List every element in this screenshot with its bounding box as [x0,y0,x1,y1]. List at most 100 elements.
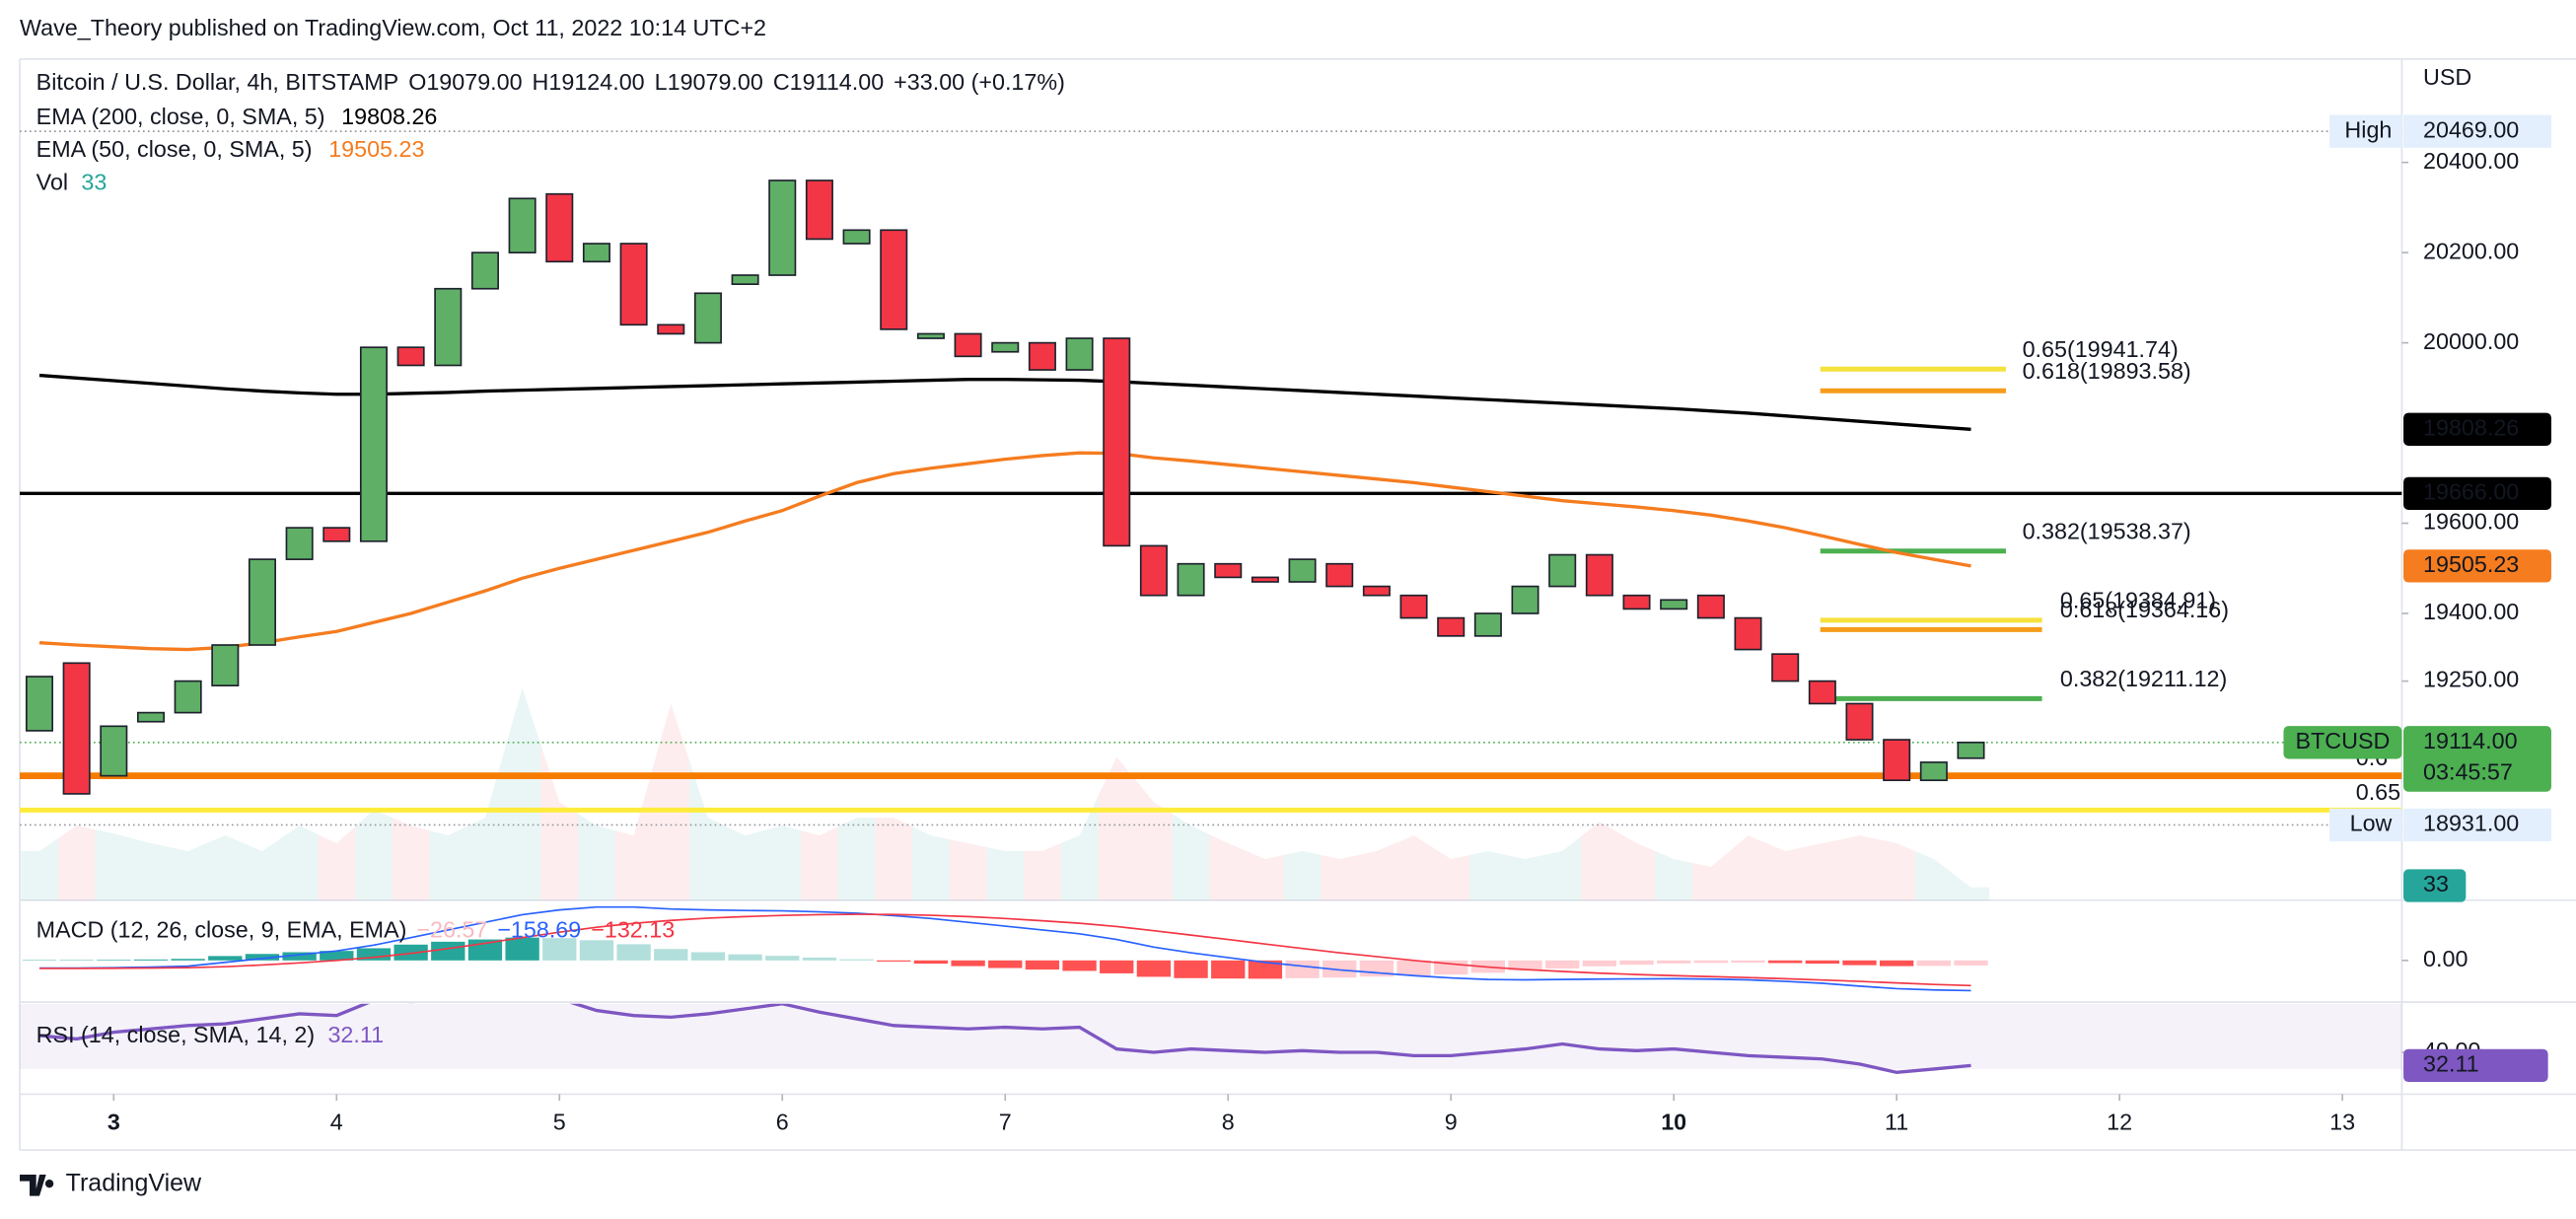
ema-value: 19505.23 [328,136,424,162]
x-tick-label: 6 [776,1110,789,1135]
y-tick-label: 19250.00 [2423,667,2519,692]
macd-histogram-bar [1136,960,1172,977]
macd-histogram-bar [802,957,837,961]
level-badge [2403,476,2551,511]
ema-badge [2403,412,2551,446]
volume-area [466,753,504,900]
macd-value: −158.69 [497,917,581,943]
macd-histogram-bar [1508,960,1542,971]
macd-histogram-bar [579,940,614,961]
macd-histogram-bar [1396,960,1431,976]
macd-histogram-bar [1582,960,1617,967]
legend: Bitcoin / U.S. Dollar, 4h, BITSTAMP O1907… [36,69,1065,1047]
fib-label: 0.618(19364.16) [2060,597,2229,622]
macd-name: MACD (12, 26, close, 9, EMA, EMA) [36,917,407,943]
ema-badge-label: 19505.23 [2423,551,2519,577]
rsi-band [20,1003,2402,1069]
fib-label: 0.382(19538.37) [2023,519,2191,544]
macd-histogram-bar [1323,960,1357,978]
ohlc-value: 19079.00 [426,69,522,95]
volume-area [1840,835,1879,900]
fib-label: 0.65(19941.74) [2023,336,2179,362]
candle-body [62,662,91,795]
candle-body [1622,594,1651,610]
rsi-badge [2403,1048,2548,1083]
ema-badge [2403,549,2551,583]
candle-body [136,711,165,723]
x-tick-label: 12 [2107,1110,2132,1135]
symbol: Bitcoin / U.S. Dollar, 4h, BITSTAMP [36,69,399,95]
ema50-legend: EMA (50, close, 0, SMA, 5) 19505.23 [36,136,425,162]
candle-body [768,179,797,276]
candle-body [174,680,202,714]
volume-area [1878,839,1915,900]
last-price-badge [2403,726,2551,792]
volume-area [429,826,467,900]
volume-area [1914,851,1953,900]
candle-body [1696,594,1725,619]
x-tick-label: 11 [1885,1110,1908,1135]
volume-area [837,818,876,900]
candle-body [1103,337,1131,547]
macd-histogram-bar [282,952,317,961]
macd-histogram-bar [1100,960,1134,973]
macd-histogram-bar [320,951,354,961]
candle-body [1660,599,1688,610]
candle-body [1808,680,1836,705]
macd-line [38,905,1971,992]
countdown: 03:45:57 [2423,759,2513,785]
candle-body [1065,337,1094,371]
volume-area [1506,855,1544,900]
volume-legend: Vol 33 [36,170,107,195]
macd-histogram-bar [1174,960,1208,978]
macd-histogram-bar [431,941,465,961]
macd-histogram-bar [877,960,911,962]
signal-value: −132.13 [591,917,675,943]
macd-histogram-bar [1657,960,1691,964]
x-tick-label: 13 [2329,1110,2355,1135]
x-tick-label: 9 [1445,1110,1458,1135]
brand-logo: TradingView [20,1170,202,1197]
macd-histogram-bar [1619,960,1654,966]
volume-area [1098,756,1136,900]
x-tick-label: 10 [1661,1110,1686,1135]
macd-histogram-bar [1248,960,1283,979]
extreme-badge-label: 18931.00 [2423,811,2519,836]
rsi-pane [20,1003,2402,1075]
rsi-badge-label: 32.11 [2423,1051,2479,1077]
candle-body [1845,702,1874,741]
x-tick-label: 8 [1222,1110,1235,1135]
x-tick-label: 3 [107,1110,120,1135]
macd-histogram-bar [1805,960,1840,965]
x-tick-label: 5 [553,1110,566,1135]
volume-area [1283,851,1322,900]
symbol-legend: Bitcoin / U.S. Dollar, 4h, BITSTAMP O1907… [36,69,1065,95]
x-tick-label: 7 [999,1110,1012,1135]
extreme-tag [2329,808,2402,842]
volume-value: 33 [81,170,107,195]
macd-histogram-bar [97,960,131,961]
candle-body [657,323,685,335]
volume-area [763,825,802,900]
volume-area [1617,832,1656,900]
volume-area [1952,873,1990,900]
macd-histogram-bar [245,954,280,961]
candle-body [285,527,314,560]
volume-area [1581,822,1618,900]
volume-area [1432,847,1470,900]
macd-histogram-bar [133,959,169,961]
volume-area [57,825,96,900]
volume-area [1321,855,1359,900]
candle-body [582,243,610,263]
volume-badge-label: 33 [2423,871,2449,896]
macd-pane [22,905,1988,992]
volume-area [875,818,913,900]
macd-histogram-bar [839,959,874,961]
candle-body [25,676,54,732]
volume-area [912,826,950,900]
y-tick-label: 0.00 [2423,946,2468,971]
candle-body [805,179,833,241]
candle-body [1548,553,1577,588]
level-label: 19666.00 [2423,479,2519,505]
